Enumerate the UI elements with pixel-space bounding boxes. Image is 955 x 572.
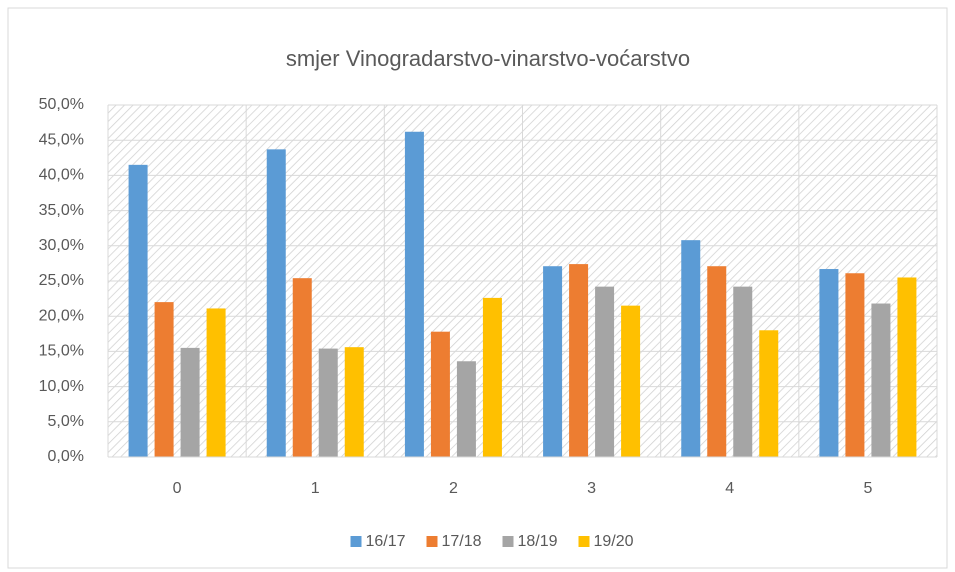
legend-label: 18/19 [518, 533, 558, 550]
y-tick-label: 15,0% [39, 343, 84, 360]
x-tick-label: 3 [587, 480, 596, 497]
legend-label: 16/17 [366, 533, 406, 550]
bar [430, 331, 450, 457]
legend-swatch [426, 536, 438, 547]
y-tick-label: 40,0% [39, 167, 84, 184]
y-tick-label: 30,0% [39, 237, 84, 254]
bar [759, 330, 779, 457]
bar [621, 305, 641, 457]
bar [819, 269, 839, 457]
bar [733, 286, 753, 457]
legend-swatch [350, 536, 362, 547]
bar [681, 240, 701, 457]
bar [206, 308, 226, 457]
y-tick-label: 35,0% [39, 202, 84, 219]
y-tick-label: 5,0% [48, 413, 84, 430]
x-tick-label: 4 [725, 480, 734, 497]
bar [707, 266, 727, 457]
y-tick-label: 20,0% [39, 307, 84, 324]
bar [569, 264, 589, 457]
bar [404, 131, 424, 457]
chart-title: smjer Vinogradarstvo-vinarstvo-voćarstvo [286, 46, 690, 71]
bar [482, 297, 502, 457]
bar [871, 303, 891, 457]
bar [456, 361, 476, 457]
y-tick-label: 45,0% [39, 131, 84, 148]
bar [154, 302, 174, 457]
x-tick-label: 5 [863, 480, 872, 497]
y-tick-label: 25,0% [39, 272, 84, 289]
legend-label: 17/18 [442, 533, 482, 550]
bar [128, 164, 148, 457]
y-tick-label: 50,0% [39, 96, 84, 113]
y-tick-label: 10,0% [39, 378, 84, 395]
bar [543, 266, 563, 457]
bar [318, 348, 338, 457]
x-tick-label: 2 [449, 480, 458, 497]
bar [266, 149, 286, 458]
legend-label: 19/20 [594, 533, 634, 550]
bar [845, 273, 865, 457]
x-tick-label: 1 [311, 480, 320, 497]
bar [180, 347, 200, 457]
bar [595, 286, 615, 457]
legend-swatch [578, 536, 590, 547]
x-tick-label: 0 [173, 480, 182, 497]
bar [897, 277, 917, 457]
legend-swatch [502, 536, 514, 547]
y-tick-label: 0,0% [48, 448, 84, 465]
bar [344, 347, 364, 457]
bar [292, 278, 312, 457]
